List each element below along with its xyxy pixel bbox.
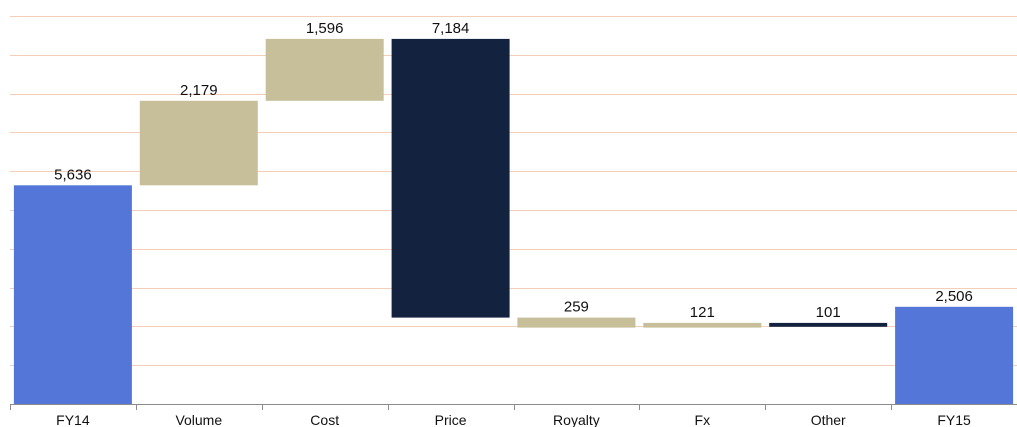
bar-fy14 bbox=[14, 185, 132, 404]
category-label-fy14: FY14 bbox=[56, 412, 90, 427]
bar-price bbox=[392, 39, 510, 318]
value-label-royalty: 259 bbox=[564, 299, 589, 316]
bar-cost bbox=[266, 39, 384, 101]
bar-fy15 bbox=[895, 307, 1013, 404]
value-label-volume: 2,179 bbox=[180, 82, 218, 99]
bar-royalty bbox=[517, 318, 635, 328]
category-label-fx: Fx bbox=[695, 412, 711, 427]
bar-fx bbox=[643, 323, 761, 328]
value-label-fx: 121 bbox=[690, 304, 715, 321]
category-label-volume: Volume bbox=[175, 412, 222, 427]
value-label-fy15: 2,506 bbox=[935, 288, 973, 305]
category-label-royalty: Royalty bbox=[553, 412, 600, 427]
category-label-cost: Cost bbox=[310, 412, 339, 427]
value-label-other: 101 bbox=[816, 304, 841, 321]
category-labels: FY14 Volume Cost Price Royalty Fx Other FY15 bbox=[56, 412, 971, 427]
category-label-price: Price bbox=[435, 412, 467, 427]
category-label-other: Other bbox=[811, 412, 846, 427]
bar-other bbox=[769, 323, 887, 327]
value-label-fy14: 5,636 bbox=[54, 166, 92, 183]
category-label-fy15: FY15 bbox=[937, 412, 971, 427]
bars bbox=[14, 39, 1013, 404]
gridlines bbox=[10, 17, 1017, 366]
value-label-price: 7,184 bbox=[432, 20, 470, 37]
bar-volume bbox=[140, 101, 258, 186]
value-label-cost: 1,596 bbox=[306, 20, 344, 37]
